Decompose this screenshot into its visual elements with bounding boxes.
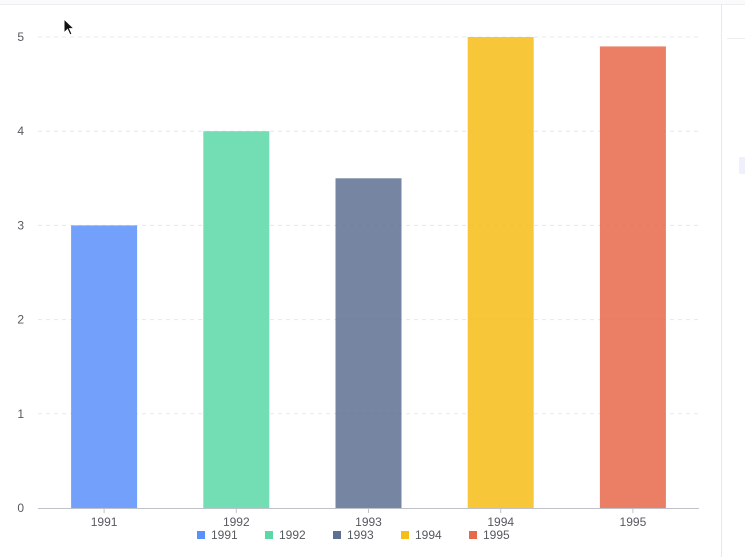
legend-item-1994[interactable]: 1994	[401, 528, 442, 542]
chart-panel: 0 1 2 3 4 5 1991 1992 1993 1994 1995 1991 1992 1993 1…	[0, 4, 722, 557]
legend-label: 1992	[279, 528, 306, 542]
x-tick-label: 1994	[487, 515, 514, 529]
legend-label: 1995	[483, 528, 510, 542]
legend-swatch	[401, 531, 409, 539]
legend-swatch	[197, 531, 205, 539]
bar-1992[interactable]	[203, 131, 270, 508]
x-tick-label: 1991	[91, 515, 118, 529]
axes: 0 1 2 3 4 5 1991 1992 1993 1994 1995	[17, 30, 699, 529]
mouse-cursor-icon	[63, 18, 76, 36]
legend[interactable]: 1991 1992 1993 1994 1995	[197, 528, 510, 542]
bar-1993[interactable]	[335, 178, 402, 509]
bar-1995[interactable]	[599, 46, 666, 509]
y-tick-label: 3	[17, 218, 24, 232]
legend-label: 1991	[211, 528, 238, 542]
side-panel-tab[interactable]	[739, 157, 745, 174]
legend-item-1995[interactable]: 1995	[469, 528, 510, 542]
y-tick-label: 0	[17, 501, 24, 515]
legend-swatch	[265, 531, 273, 539]
legend-label: 1993	[347, 528, 374, 542]
side-panel-divider	[727, 38, 745, 39]
legend-swatch	[469, 531, 477, 539]
legend-item-1991[interactable]: 1991	[197, 528, 238, 542]
legend-item-1993[interactable]: 1993	[333, 528, 374, 542]
legend-label: 1994	[415, 528, 442, 542]
legend-item-1992[interactable]: 1992	[265, 528, 306, 542]
x-tick-label: 1995	[620, 515, 647, 529]
x-tick-label: 1993	[355, 515, 382, 529]
y-tick-label: 4	[17, 124, 24, 138]
bar-1994[interactable]	[467, 37, 534, 508]
x-tick-label: 1992	[223, 515, 250, 529]
y-tick-label: 5	[17, 30, 24, 44]
legend-swatch	[333, 531, 341, 539]
bar-1991[interactable]	[71, 225, 138, 508]
y-tick-label: 1	[17, 407, 24, 421]
side-panel	[722, 4, 745, 557]
bars	[71, 37, 666, 509]
y-tick-label: 2	[17, 313, 24, 327]
